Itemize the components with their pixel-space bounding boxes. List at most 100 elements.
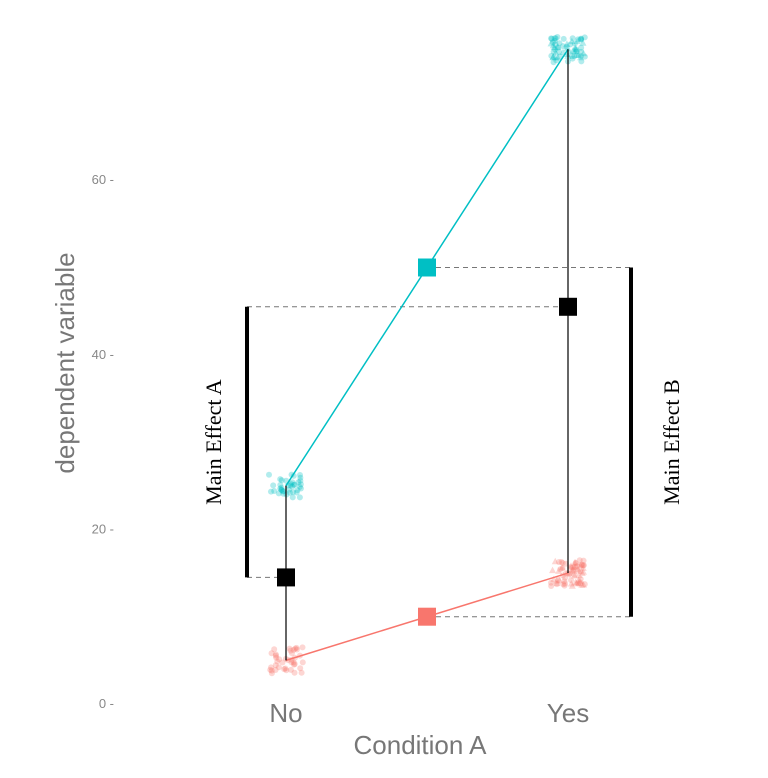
data-point: [581, 581, 588, 588]
data-point: [569, 46, 577, 54]
data-point: [568, 53, 575, 60]
data-point: [266, 471, 273, 478]
data-point: [293, 644, 300, 651]
data-point: [579, 564, 587, 571]
data-point: [282, 665, 289, 672]
data-point: [572, 559, 579, 566]
data-point: [268, 664, 275, 671]
data-point: [569, 564, 576, 571]
data-point: [572, 558, 580, 566]
guide-lines: [247, 267, 631, 618]
data-point: [295, 479, 302, 486]
data-point: [547, 39, 555, 47]
data-point: [549, 53, 557, 61]
data-point: [556, 40, 563, 47]
data-point: [299, 644, 306, 651]
data-point: [581, 53, 588, 60]
data-point: [272, 652, 279, 659]
data-point: [271, 488, 278, 495]
data-point: [571, 40, 578, 47]
y-axis-title: dependent variable: [50, 252, 80, 473]
data-point: [277, 476, 284, 483]
data-point: [578, 44, 585, 51]
data-point: [571, 47, 579, 55]
data-point: [551, 37, 558, 44]
data-point: [556, 576, 564, 584]
data-point: [278, 484, 285, 491]
data-point: [567, 41, 574, 48]
data-point: [573, 52, 580, 59]
data-point: [563, 44, 571, 52]
data-point: [579, 568, 587, 575]
data-point: [294, 487, 301, 494]
data-point: [290, 646, 297, 653]
data-point: [573, 37, 581, 45]
data-point: [550, 59, 557, 66]
data-point: [550, 48, 557, 55]
data-point: [578, 569, 586, 577]
main-effect-a-label: Main Effect A: [201, 379, 226, 505]
data-point: [292, 645, 299, 652]
data-point: [274, 658, 281, 665]
data-point: [562, 574, 569, 581]
data-point: [268, 667, 275, 674]
data-point: [580, 49, 588, 57]
data-point: [559, 565, 566, 572]
data-point: [291, 669, 298, 676]
data-point: [548, 579, 555, 586]
data-point: [551, 53, 559, 61]
data-point: [290, 659, 297, 666]
data-point: [553, 57, 560, 64]
data-point: [555, 48, 562, 55]
y-tick-label: 20 -: [92, 521, 114, 536]
data-point: [276, 656, 283, 663]
y-tick-label: 60 -: [92, 172, 114, 187]
marginal-mean-marker: [418, 607, 436, 626]
data-point: [562, 560, 569, 567]
data-point: [297, 474, 304, 481]
data-point: [297, 477, 304, 484]
data-point: [298, 669, 305, 676]
data-point: [574, 51, 582, 58]
data-point: [272, 662, 279, 669]
data-point: [579, 581, 587, 588]
data-point: [572, 563, 579, 570]
data-point: [568, 582, 576, 589]
data-point: [557, 566, 564, 573]
data-point: [578, 36, 585, 43]
data-point: [569, 35, 576, 42]
data-point: [297, 472, 304, 479]
data-point: [563, 50, 571, 58]
data-point: [579, 39, 587, 46]
data-point: [554, 33, 561, 40]
data-point: [549, 39, 556, 46]
data-point: [570, 571, 578, 579]
data-point: [561, 578, 568, 585]
data-point: [278, 477, 285, 484]
data-point: [581, 34, 588, 41]
data-point: [277, 485, 284, 492]
data-point: [570, 568, 577, 575]
data-point: [554, 43, 562, 50]
data-point: [574, 563, 581, 570]
data-point: [577, 48, 584, 55]
data-point: [552, 35, 559, 42]
data-point: [560, 35, 567, 42]
data-point: [577, 568, 584, 575]
data-point: [575, 36, 582, 43]
data-point: [558, 563, 566, 571]
data-point: [569, 55, 576, 62]
y-tick-label: 0 -: [99, 696, 114, 711]
data-point: [297, 481, 304, 488]
marginal-mean-marker: [277, 568, 295, 587]
data-point: [576, 577, 584, 585]
data-point: [571, 578, 579, 586]
data-point: [577, 53, 584, 60]
data-point: [551, 35, 558, 42]
data-point: [555, 558, 562, 565]
data-point: [549, 53, 557, 60]
y-axis-ticks: 0 - 20 - 40 - 60 -: [92, 172, 114, 711]
data-point: [560, 581, 567, 588]
data-point: [285, 486, 292, 493]
data-point: [270, 482, 277, 489]
